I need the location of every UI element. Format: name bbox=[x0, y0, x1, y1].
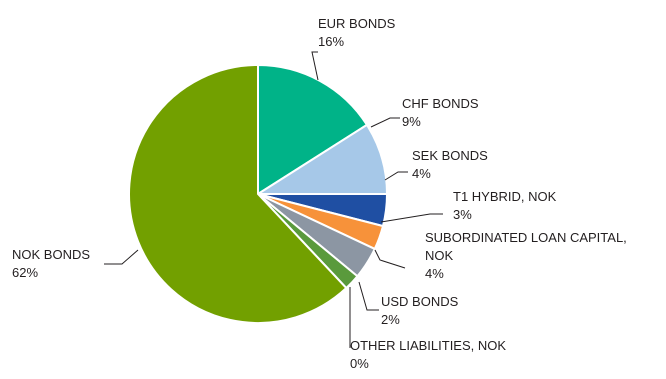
leader-line-sek-bonds bbox=[384, 171, 408, 181]
data-label-subordinated-loan-capital-nok: SUBORDINATED LOAN CAPITAL, NOK 4% bbox=[425, 230, 627, 281]
leader-line-subordinated-loan-capital-nok bbox=[374, 249, 406, 269]
leader-line-usd-bonds bbox=[358, 281, 379, 311]
leader-line-chf-bonds bbox=[370, 117, 400, 128]
data-label-chf-bonds: CHF BONDS 9% bbox=[402, 96, 479, 129]
data-label-nok-bonds: NOK BONDS 62% bbox=[12, 247, 90, 280]
leader-line-nok-bonds bbox=[104, 249, 139, 265]
pie-slices bbox=[128, 64, 388, 324]
leader-lines bbox=[104, 51, 443, 348]
data-label-sek-bonds: SEK BONDS 4% bbox=[412, 148, 488, 181]
leader-line-t1-hybrid-nok bbox=[380, 213, 443, 223]
data-label-t1-hybrid-nok: T1 HYBRID, NOK 3% bbox=[453, 189, 557, 222]
data-label-eur-bonds: EUR BONDS 16% bbox=[318, 16, 396, 49]
slice-eur-bonds bbox=[257, 64, 368, 195]
slice-nok-bonds bbox=[128, 64, 348, 324]
data-label-other-liabilities-nok: OTHER LIABILITIES, NOK 0% bbox=[350, 338, 506, 371]
data-label-usd-bonds: USD BONDS 2% bbox=[381, 294, 459, 327]
slice-labels: EUR BONDS 16% CHF BONDS 9% SEK BONDS 4% T1 HYB… bbox=[12, 16, 627, 371]
leader-line-eur-bonds bbox=[311, 51, 319, 81]
